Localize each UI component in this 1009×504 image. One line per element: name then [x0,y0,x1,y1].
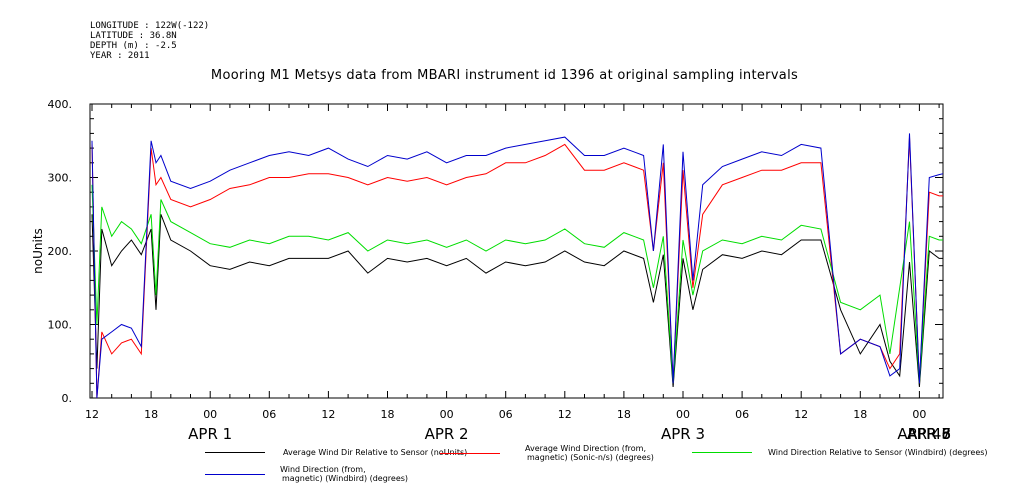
metadata-block: LONGITUDE : 122W(-122) LATITUDE : 36.8N … [90,21,209,61]
y-tick-label: 0. [62,392,73,405]
legend-swatch-3 [692,452,752,453]
date-label: APR 5 [907,425,951,443]
x-tick-label: 18 [144,408,158,421]
legend-label-4: Wind Direction (from, [280,465,366,474]
x-tick-label: 12 [794,408,808,421]
y-tick-label: 300. [48,172,73,185]
series-line-3 [91,184,943,384]
x-tick-label: 06 [499,408,513,421]
date-label: APR 7 [907,425,951,443]
x-tick-label: 00 [440,408,454,421]
date-label: APR 3 [661,425,705,443]
date-label: APR 2 [425,425,469,443]
year-label: YEAR : 2011 [90,51,150,61]
x-tick-label: 06 [262,408,276,421]
legend-swatch-1 [205,452,265,453]
x-tick-label: 18 [853,408,867,421]
x-tick-label: 12 [85,408,99,421]
date-label: APR 1 [188,425,232,443]
legend-label-2: magnetic) (Sonic-n/s) (degrees) [527,453,654,462]
series-line-1 [91,214,943,388]
x-tick-label: 18 [617,408,631,421]
date-label: APR 4 [897,425,941,443]
legend-label-3: Wind Direction Relative to Sensor (Windb… [768,448,988,457]
x-tick-label: 00 [203,408,217,421]
y-axis-label: noUnits [31,228,45,274]
legend-swatch-4 [205,474,265,475]
chart-title: Mooring M1 Metsys data from MBARI instru… [210,68,799,83]
x-tick-label: 18 [381,408,395,421]
x-tick-label: 06 [735,408,749,421]
legend-swatch-2 [440,453,500,454]
plot-frame [89,103,944,399]
date-label: APR 6 [907,425,951,443]
legend-label-1: Average Wind Dir Relative to Sensor (noU… [283,448,468,457]
x-tick-label: 00 [676,408,690,421]
y-tick-label: 200. [48,245,73,258]
longitude-label: LONGITUDE : 122W(-122) [90,21,210,31]
series-line-4 [91,133,943,398]
y-tick-label: 100. [48,319,73,332]
depth-label: DEPTH (m) : -2.5 [90,41,177,51]
legend-label-2: Average Wind Direction (from, [525,444,647,453]
latitude-label: LATITUDE : 36.8N [90,31,177,41]
x-tick-label: 12 [321,408,335,421]
y-tick-label: 400. [48,98,73,111]
date-label: APR 8 [907,425,951,443]
x-tick-label: 00 [912,408,926,421]
legend-label-4: magnetic) (Windbird) (degrees) [282,474,409,483]
series-line-2 [91,137,943,398]
x-tick-label: 12 [558,408,572,421]
